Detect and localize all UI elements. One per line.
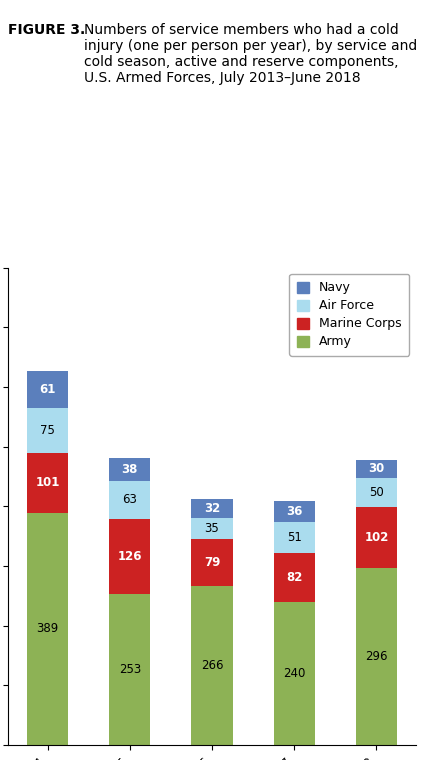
Text: 102: 102: [364, 531, 389, 544]
Bar: [356, 508, 397, 568]
Bar: [109, 519, 151, 594]
Text: 266: 266: [201, 659, 223, 672]
Bar: [356, 460, 397, 477]
Text: 126: 126: [117, 549, 142, 563]
Bar: [27, 513, 68, 745]
Bar: [27, 452, 68, 513]
Text: 253: 253: [119, 663, 141, 676]
Text: 296: 296: [365, 650, 388, 663]
Bar: [273, 501, 315, 522]
Bar: [356, 477, 397, 508]
Text: 30: 30: [368, 462, 385, 475]
Bar: [192, 539, 232, 586]
Text: 82: 82: [286, 571, 302, 584]
Text: 51: 51: [287, 531, 301, 544]
Bar: [192, 586, 232, 745]
Text: Numbers of service members who had a cold injury (one per person per year), by s: Numbers of service members who had a col…: [84, 23, 417, 85]
Bar: [109, 594, 151, 745]
Text: 35: 35: [205, 522, 219, 535]
Text: 75: 75: [40, 423, 55, 437]
Bar: [273, 553, 315, 602]
Bar: [27, 408, 68, 452]
Bar: [273, 602, 315, 745]
Bar: [192, 518, 232, 539]
Text: 38: 38: [122, 464, 138, 477]
Bar: [273, 522, 315, 553]
Bar: [356, 568, 397, 745]
Text: 389: 389: [36, 622, 59, 635]
Text: 240: 240: [283, 667, 305, 679]
Bar: [109, 458, 151, 481]
Bar: [109, 481, 151, 519]
Text: 32: 32: [204, 502, 220, 515]
Legend: Navy, Air Force, Marine Corps, Army: Navy, Air Force, Marine Corps, Army: [289, 274, 409, 356]
Bar: [27, 372, 68, 408]
Text: 101: 101: [35, 477, 60, 489]
Text: 79: 79: [204, 556, 220, 569]
Text: FIGURE 3.: FIGURE 3.: [8, 23, 86, 36]
Text: 63: 63: [123, 493, 137, 506]
Text: 36: 36: [286, 505, 302, 518]
Text: 50: 50: [369, 486, 384, 499]
Bar: [192, 499, 232, 518]
Text: 61: 61: [39, 383, 56, 396]
